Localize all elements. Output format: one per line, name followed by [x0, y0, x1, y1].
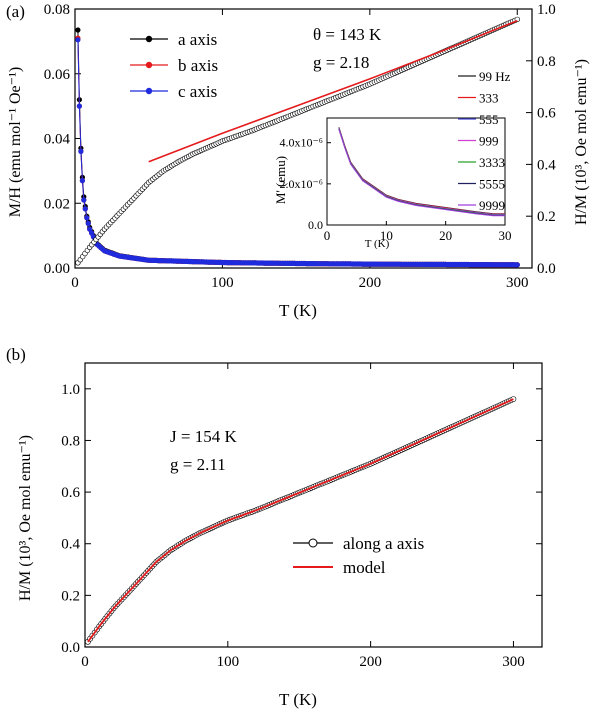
panel-b-xtick-label: 0 — [81, 654, 89, 670]
panel-b-plot-area: 0 100 200 300 0.0 0.2 0.4 0.6 0.8 1.0 — [61, 362, 543, 670]
data-point-c-axis — [79, 178, 85, 184]
panel-b-label: (b) — [6, 345, 26, 364]
data-point-c-axis — [78, 148, 84, 154]
panel-b-ytick-label: 0.0 — [61, 640, 80, 656]
inset-legend: 99 Hz 333 555 999 3333 5555 9999 — [458, 69, 511, 213]
panel-a-annotations: θ = 143 K g = 2.18 — [313, 25, 382, 72]
panel-a-ytick-right-label: 0.0 — [537, 261, 556, 277]
panel-a-ytick-left-label: 0.08 — [44, 2, 70, 18]
data-point-c-axis — [84, 215, 90, 221]
panel-a-data — [75, 16, 520, 268]
g-annotation-a: g = 2.18 — [313, 53, 369, 72]
inset-legend-label: 333 — [479, 91, 499, 106]
panel-a-xlabel: T (K) — [279, 301, 317, 320]
panel-a-xtick-label: 300 — [506, 275, 529, 291]
inset-legend-label: 999 — [479, 134, 499, 149]
inset-xtick-label: 0 — [324, 228, 331, 243]
panel-a-legend: a axis b axis c axis — [130, 30, 218, 101]
panel-a-ytick-right-label: 1.0 — [537, 2, 556, 18]
panel-b-ytick-label: 1.0 — [61, 382, 80, 398]
panel-a: (a) 0 100 200 3000.000.020.040.060.080.00.2… — [6, 2, 590, 320]
inset-legend-label: 555 — [479, 112, 499, 127]
data-point-c-axis — [82, 206, 88, 212]
legend-label-c-axis: c axis — [178, 82, 217, 101]
panel-a-ytick-left-label: 0.04 — [44, 132, 71, 148]
panel-a-ytick-left-label: 0.00 — [44, 261, 70, 277]
inset-legend-label: 99 Hz — [479, 69, 511, 84]
theta-annotation: θ = 143 K — [313, 25, 382, 44]
panel-b-ytick-label: 0.6 — [61, 485, 80, 501]
panel-a-ytick-right-label: 0.4 — [537, 157, 556, 173]
legend-label-along-a-axis: along a axis — [343, 534, 424, 553]
inset-xtick-label: 30 — [499, 228, 512, 243]
inset-ylabel: M' (emu) — [273, 156, 288, 204]
inset-legend-label: 5555 — [479, 177, 505, 192]
panel-a-xtick-label: 200 — [359, 275, 382, 291]
legend-marker-along-a-axis — [308, 538, 318, 548]
data-point-c-axis — [514, 262, 520, 268]
panel-a-ylabel-left: M/H (emu mol⁻¹ Oe⁻¹) — [7, 67, 24, 217]
inset-plot-area: 0 10 20 30 0.0 2.0x10⁻⁶ 4.0x10⁻⁶ — [279, 117, 512, 243]
legend-label-a-axis: a axis — [178, 30, 217, 49]
panel-b-legend: along a axis model — [293, 534, 424, 577]
inset-chart: M' (emu) T (K) 0 10 20 30 0.0 2.0x10⁻⁶ 4.0x10⁻… — [273, 69, 512, 250]
legend-label-b-axis: b axis — [178, 56, 218, 75]
legend-label-model: model — [343, 558, 386, 577]
panel-b-ytick-label: 0.2 — [61, 588, 80, 604]
panel-a-ytick-right-label: 0.2 — [537, 209, 556, 225]
data-point-c-axis — [85, 220, 91, 227]
panel-a-ytick-right-label: 0.8 — [537, 54, 556, 70]
inset-xtick-label: 10 — [380, 228, 393, 243]
panel-a-ytick-left-label: 0.06 — [44, 67, 71, 83]
inset-series-line-6 — [338, 129, 505, 217]
legend-marker-a-axis — [145, 35, 153, 43]
panel-b-xlabel: T (K) — [279, 690, 317, 709]
panel-b-xtick-label: 100 — [217, 654, 240, 670]
panel-a-plot-area: 0 100 200 3000.000.020.040.060.080.00.20.40… — [44, 2, 557, 291]
panel-b-xtick-label: 300 — [502, 654, 525, 670]
inset-legend-label: 9999 — [479, 198, 505, 213]
panel-b-ytick-label: 0.4 — [61, 537, 80, 553]
panel-a-ytick-left-label: 0.02 — [44, 196, 70, 212]
curie-weiss-fit-line — [148, 19, 518, 163]
along-a-axis-line — [87, 398, 514, 643]
g-annotation-b: g = 2.11 — [170, 455, 226, 474]
inset-xlabel: T (K) — [365, 238, 390, 250]
data-point-c-axis — [81, 197, 87, 203]
panel-a-ytick-right-label: 0.6 — [537, 106, 556, 122]
panel-a-label: (a) — [6, 2, 25, 21]
inset-xtick-label: 20 — [439, 228, 452, 243]
panel-a-ylabel-right: H/M (10³, Oe mol emu⁻¹) — [573, 59, 590, 225]
legend-marker-c-axis — [145, 87, 153, 95]
data-point-c-axis — [75, 37, 81, 43]
panel-b-ylabel: H/M (10³, Oe mol emu⁻¹) — [17, 435, 34, 601]
j-annotation: J = 154 K — [170, 427, 237, 446]
legend-marker-b-axis — [145, 61, 153, 69]
data-point-a-axis — [75, 27, 81, 33]
panel-a-xtick-label: 0 — [71, 275, 79, 291]
panel-b-xtick-label: 200 — [359, 654, 382, 670]
panel-a-xtick-label: 100 — [211, 275, 234, 291]
panel-b-frame — [84, 362, 543, 648]
inset-legend-label: 3333 — [479, 155, 505, 170]
panel-b: (b) 0 100 200 300 0.0 0.2 0.4 0.6 0.8 1.0 J = 154… — [6, 345, 543, 709]
data-point-c-axis — [76, 103, 82, 109]
model-line — [87, 398, 514, 643]
inset-ytick-label: 0.0 — [308, 218, 323, 232]
inset-ytick-label: 2.0x10⁻⁶ — [279, 177, 323, 191]
panel-b-ytick-label: 0.8 — [61, 433, 80, 449]
panel-b-annotations: J = 154 K g = 2.11 — [170, 427, 237, 474]
inset-ytick-label: 4.0x10⁻⁶ — [279, 136, 323, 150]
